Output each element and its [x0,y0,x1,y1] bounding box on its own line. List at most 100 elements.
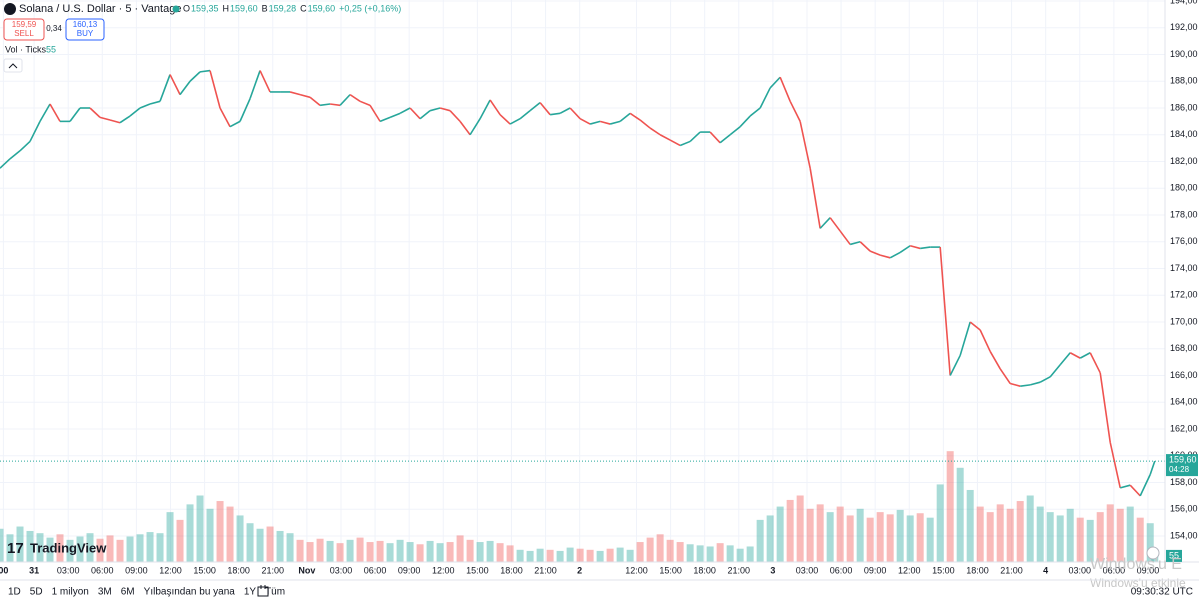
price-segment [479,99,491,120]
sell-label: SELL [14,29,34,38]
volume-bar [276,530,284,562]
price-segment [329,103,341,107]
x-tick-label: 09:00 [864,565,887,575]
price-segment [639,119,651,129]
volume-bar [556,550,564,562]
volume-bar [226,506,234,562]
volume-bar [186,504,194,562]
x-tick-label: 03:00 [330,565,353,575]
range-button[interactable]: 5D [30,587,43,598]
price-segment [1129,484,1141,497]
change: +0,25 (+0,16%) [339,3,401,13]
collapse-button[interactable] [3,58,23,73]
range-button[interactable]: 1Y [244,587,257,598]
volume-bar [846,515,854,562]
volume-bar [256,528,264,562]
x-tick-label: 12:00 [625,565,648,575]
date-range-icon[interactable] [257,585,269,597]
price-segment [619,112,631,122]
price-segment [969,321,981,331]
price-segment [499,114,511,125]
price-segment [159,74,171,102]
volume-bar [6,534,14,562]
range-button[interactable]: 1 milyon [52,587,89,598]
price-segment [119,115,131,124]
x-tick-label: 12:00 [432,565,455,575]
price-segment [869,250,881,256]
price-segment [149,100,161,105]
price-segment [909,244,921,250]
range-button[interactable]: 1D [8,587,21,598]
volume-badge [1166,549,1182,562]
volume-bar [546,549,554,562]
y-tick-label: 182,00 [1170,156,1198,166]
volume-bar [576,548,584,562]
price-segment [559,107,571,115]
range-button[interactable]: Tüm [265,587,285,598]
ohlc-key: H [223,3,230,13]
price-segment [29,121,41,142]
price-segment [889,251,901,259]
x-tick-label: 21:00 [1000,565,1023,575]
range-button[interactable]: 3M [98,587,112,598]
grid [0,0,1165,562]
volume-bar [856,508,864,562]
price-segment [709,131,721,144]
volume-bar [386,543,394,562]
volume-bar [686,544,694,562]
price-segment [809,168,821,229]
price-segment [509,117,521,125]
price-segment [1089,352,1101,374]
volume-bar [736,548,744,562]
price-segment [550,112,561,116]
x-tick-label: 09:00 [1137,565,1160,575]
y-tick-label: 168,00 [1170,343,1198,353]
price-segment [399,107,411,115]
last-price-label: 159,60 [1169,454,1197,464]
price-segment [920,246,931,250]
price-segment [319,103,331,107]
volume-bar [646,537,654,562]
volume-bar [346,539,354,562]
volume-bar [746,546,754,562]
sell-button[interactable] [3,18,45,41]
watermark: Windows'u E [1090,556,1182,573]
range-button[interactable]: Yılbaşından bu yana [144,587,236,598]
y-tick-label: 184,00 [1170,129,1198,139]
price-segment [359,100,371,107]
y-tick-label: 186,00 [1170,102,1198,112]
price-segment [959,321,971,356]
volume-bar [206,508,214,562]
buy-button[interactable] [65,18,105,41]
y-tick-label: 176,00 [1170,236,1198,246]
volume-bar [956,467,964,562]
price-segment [729,126,741,136]
price-segment [1109,442,1121,489]
volume-bar [286,533,294,562]
price-segment [819,217,831,229]
price-segment [199,69,211,73]
symbol[interactable]: Solana / U.S. Dollar · 5 · Vantage [19,3,181,15]
price-segment [1099,372,1112,443]
volume-bar [106,535,114,562]
volume-bar [1116,508,1124,562]
volume-pane [0,451,1159,562]
y-tick-label: 158,00 [1170,477,1198,487]
volume-bar [336,543,344,562]
volume-bar [266,526,274,562]
volume-bar [146,532,154,562]
x-tick-label: 3 [770,565,775,575]
x-tick-label: 09:00 [398,565,421,575]
alert-icon [1146,546,1160,560]
volume-bar [306,542,314,562]
y-tick-label: 192,00 [1170,22,1198,32]
price-segment [299,93,311,99]
price-segment [789,100,801,122]
volume-bar [906,515,914,562]
volume-bar [536,548,544,562]
range-button[interactable]: 6M [121,587,135,598]
price-segment [609,120,621,125]
volume-bar [116,539,124,562]
price-segment [339,94,351,106]
ohlc: O 159,35 H 159,60 B 159,28 C 159,60 +0,25 (+0,16… [183,3,401,13]
